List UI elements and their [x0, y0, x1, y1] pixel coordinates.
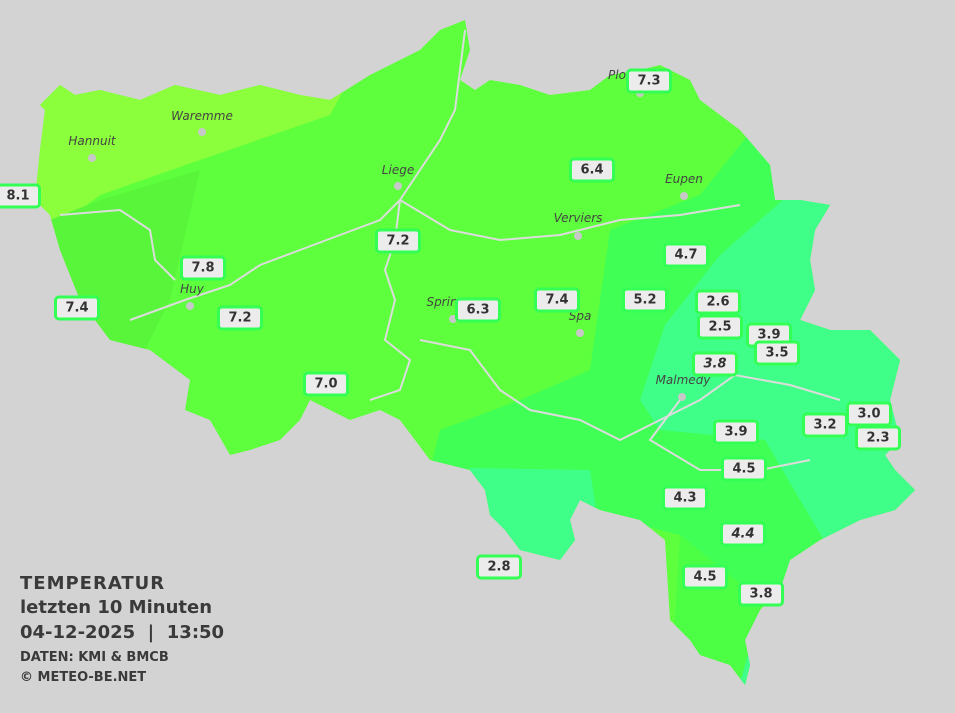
city-label: Eupen — [665, 172, 703, 186]
city-label: Verviers — [553, 211, 603, 225]
station-temperature-label[interactable]: 6.4 — [569, 157, 615, 183]
station-temperature-label[interactable]: 4.5 — [682, 564, 728, 590]
station-temperature-label[interactable]: 4.5 — [721, 456, 767, 482]
station-temperature-label[interactable]: 3.9 — [713, 419, 759, 445]
city-label: Sprin — [426, 295, 458, 309]
river-salm — [648, 399, 811, 471]
legend-copyright: © METEO-BE.NET — [20, 670, 147, 685]
station-temperature-label[interactable]: 5.2 — [622, 287, 668, 313]
city-marker — [88, 154, 96, 162]
border-line — [59, 208, 176, 281]
station-temperature-label[interactable]: 7.3 — [626, 68, 672, 94]
river-ambleve — [419, 339, 841, 442]
legend-source: DATEN: KMI & BMCB — [20, 650, 169, 665]
station-temperature-label[interactable]: 2.8 — [476, 554, 522, 580]
legend-period: letzten 10 Minuten — [20, 597, 213, 618]
station-temperature-label[interactable]: 2.5 — [697, 314, 743, 340]
station-temperature-label[interactable]: 7.4 — [534, 287, 580, 313]
station-temperature-label[interactable]: 7.4 — [54, 295, 100, 321]
station-temperature-label[interactable]: 7.2 — [375, 228, 421, 254]
city-label: Liege — [381, 163, 415, 177]
city-label: Huy — [180, 282, 204, 296]
station-temperature-label[interactable]: 7.8 — [180, 255, 226, 281]
river-meuse — [129, 29, 466, 321]
station-temperature-label[interactable]: 3.8 — [692, 351, 738, 377]
station-temperature-label[interactable]: 3.8 — [738, 581, 784, 607]
station-temperature-label[interactable]: 2.6 — [695, 289, 741, 315]
legend-title: TEMPERATUR — [20, 573, 166, 594]
city-marker — [394, 182, 402, 190]
city-marker — [576, 329, 584, 337]
zone-cool-southwest — [470, 468, 605, 565]
city-marker — [449, 315, 457, 323]
city-marker — [680, 192, 688, 200]
river-vesdre — [399, 199, 741, 242]
station-temperature-label[interactable]: 4.7 — [663, 242, 709, 268]
city-label: Malmedy — [655, 373, 711, 387]
legend: TEMPERATUR letzten 10 Minuten 04-12-2025… — [20, 572, 224, 688]
city-label: Spa — [568, 309, 592, 323]
station-temperature-label[interactable]: 2.3 — [855, 425, 901, 451]
station-temperature-label[interactable]: 8.1 — [0, 183, 41, 209]
city-label: Hannuit — [68, 134, 116, 148]
station-temperature-label[interactable]: 3.5 — [754, 340, 800, 366]
legend-datetime: 04-12-2025 | 13:50 — [20, 622, 225, 643]
city-marker — [198, 128, 206, 136]
city-label: Waremme — [171, 109, 233, 123]
station-temperature-label[interactable]: 7.0 — [303, 371, 349, 397]
station-temperature-label[interactable]: 6.3 — [455, 297, 501, 323]
station-temperature-label[interactable]: 4.3 — [662, 485, 708, 511]
zone-warmest — [35, 60, 360, 240]
city-label: Plo — [608, 68, 626, 82]
city-marker — [186, 302, 194, 310]
city-marker — [574, 232, 582, 240]
station-temperature-label[interactable]: 4.4 — [720, 521, 766, 547]
city-marker — [678, 393, 686, 401]
station-temperature-label[interactable]: 7.2 — [217, 305, 263, 331]
station-temperature-label[interactable]: 3.2 — [802, 412, 848, 438]
station-temperature-label[interactable]: 3.0 — [846, 401, 892, 427]
